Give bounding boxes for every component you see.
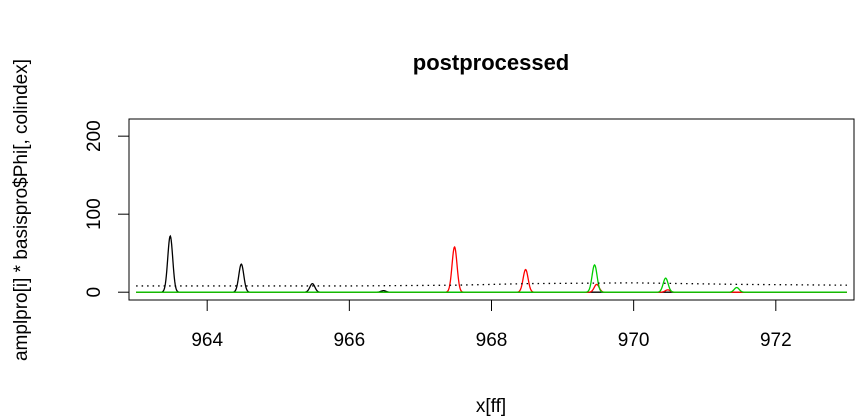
x-tick-label: 964 xyxy=(191,330,223,351)
chart-title: postprocessed xyxy=(413,50,570,75)
series-layer xyxy=(136,234,847,293)
x-tick-label: 970 xyxy=(618,330,650,351)
x-axis-label: x[ff] xyxy=(476,396,506,417)
y-axis: 0 100 200 xyxy=(84,120,130,298)
x-axis: 964 966 968 970 972 xyxy=(191,299,792,351)
x-tick-label: 966 xyxy=(333,330,365,351)
series-line-4 xyxy=(136,282,847,287)
y-axis-label: amplpro[i] * basispro$Phi[, colindex] xyxy=(11,59,32,361)
series-line-3 xyxy=(136,263,847,293)
series-line-1 xyxy=(136,234,847,293)
y-tick-label: 0 xyxy=(84,287,105,298)
y-tick-label: 200 xyxy=(84,120,105,152)
plot-frame xyxy=(128,118,855,301)
y-tick-label: 100 xyxy=(84,198,105,230)
x-tick-label: 972 xyxy=(760,330,792,351)
x-tick-label: 968 xyxy=(476,330,508,351)
